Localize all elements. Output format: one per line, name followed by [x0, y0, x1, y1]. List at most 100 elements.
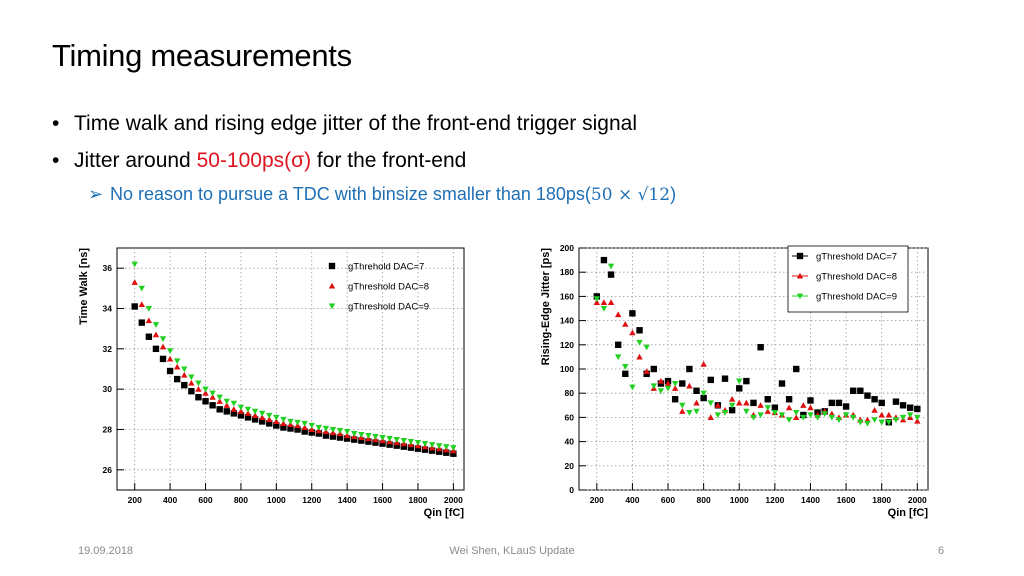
legend-label: gThrehold DAC=7: [348, 262, 424, 273]
data-point: [308, 422, 315, 429]
x-tick-label: 2000: [908, 495, 927, 505]
data-point: [230, 406, 238, 412]
y-tick-label: 40: [565, 437, 575, 447]
data-series: [131, 261, 457, 451]
y-tick-label: 30: [103, 384, 113, 394]
data-point: [166, 367, 174, 375]
data-point: [209, 402, 216, 409]
data-point: [771, 410, 779, 416]
data-point: [693, 387, 700, 394]
y-tick-label: 200: [560, 243, 574, 253]
data-point: [771, 404, 779, 411]
data-point: [244, 410, 252, 416]
data-point: [294, 419, 301, 426]
data-point: [736, 378, 743, 385]
data-point: [358, 437, 365, 444]
data-point: [600, 305, 608, 312]
data-point: [814, 414, 821, 421]
data-point: [322, 425, 330, 432]
data-point: [743, 399, 750, 406]
data-point: [671, 380, 679, 387]
data-point: [145, 305, 153, 312]
data-point: [301, 424, 308, 431]
data-point: [407, 444, 415, 451]
x-tick-label: 2000: [444, 495, 463, 505]
bullet-text: Time walk and rising edge jitter of the …: [74, 112, 638, 135]
data-point: [428, 442, 436, 448]
data-point: [152, 322, 160, 328]
data-point: [195, 380, 202, 387]
data-point: [336, 427, 344, 434]
data-point: [693, 399, 700, 406]
data-point: [336, 434, 344, 441]
data-point: [664, 385, 672, 392]
data-point: [237, 412, 245, 419]
data-point: [686, 382, 693, 389]
arrow-bullet-icon: ➢: [88, 184, 104, 204]
y-tick-label: 34: [103, 304, 113, 314]
data-point: [764, 405, 771, 411]
data-point: [308, 426, 315, 433]
data-point: [842, 403, 850, 410]
data-point: [850, 414, 857, 421]
chart-svg: 200 400 600 800 1000 1200 1400 1600 1800 2000 26 28…: [78, 247, 465, 519]
chart-legend: gThrehold DAC=7 gThreshold DAC=8 gThreshol…: [328, 262, 429, 313]
data-point: [686, 365, 693, 373]
x-tick-label: 200: [590, 495, 604, 505]
data-point: [301, 428, 308, 435]
legend-label: gThreshold DAC=9: [348, 302, 429, 313]
data-point: [629, 384, 636, 391]
data-point: [757, 412, 764, 419]
data-point: [657, 377, 665, 384]
x-tick-label: 1400: [801, 495, 820, 505]
data-point: [251, 412, 259, 418]
data-point: [871, 396, 878, 403]
data-point: [195, 394, 202, 401]
data-point: [393, 442, 400, 449]
data-point: [244, 414, 252, 421]
data-point: [707, 414, 714, 420]
data-point: [315, 424, 323, 431]
data-point: [643, 368, 650, 374]
data-point: [778, 380, 786, 387]
data-point: [365, 432, 372, 439]
data-point: [871, 406, 878, 413]
data-point: [636, 339, 643, 346]
x-tick-label: 1800: [409, 495, 428, 505]
legend-marker: [328, 282, 336, 289]
data-point: [793, 414, 800, 420]
y-tick-label: 60: [565, 412, 575, 422]
data-point: [329, 433, 337, 440]
data-point: [414, 440, 422, 446]
data-point: [209, 394, 216, 400]
data-point: [914, 417, 921, 424]
x-tick-label: 400: [163, 495, 177, 505]
data-point: [793, 410, 800, 416]
x-tick-label: 1000: [730, 495, 749, 505]
data-point: [693, 408, 700, 415]
data-point: [878, 411, 885, 418]
data-point: [828, 399, 836, 407]
data-point: [181, 371, 188, 378]
data-point: [800, 402, 807, 408]
data-point: [131, 303, 138, 310]
data-point: [622, 364, 629, 370]
data-point: [686, 410, 693, 416]
y-tick-label: 28: [103, 425, 113, 435]
x-axis-label: Qin [fC]: [888, 507, 929, 519]
data-point: [329, 426, 337, 433]
bullet-dot-icon: •: [52, 112, 60, 135]
data-point: [273, 422, 280, 429]
data-point: [421, 441, 429, 447]
data-point: [379, 435, 386, 441]
y-tick-label: 0: [569, 485, 574, 495]
data-point: [365, 438, 372, 445]
data-point: [138, 285, 145, 292]
data-point: [807, 404, 814, 411]
data-point: [607, 299, 615, 306]
data-point: [629, 329, 636, 336]
data-point: [821, 411, 828, 417]
data-point: [622, 321, 629, 327]
y-tick-label: 160: [560, 291, 574, 301]
x-tick-label: 1200: [302, 495, 321, 505]
